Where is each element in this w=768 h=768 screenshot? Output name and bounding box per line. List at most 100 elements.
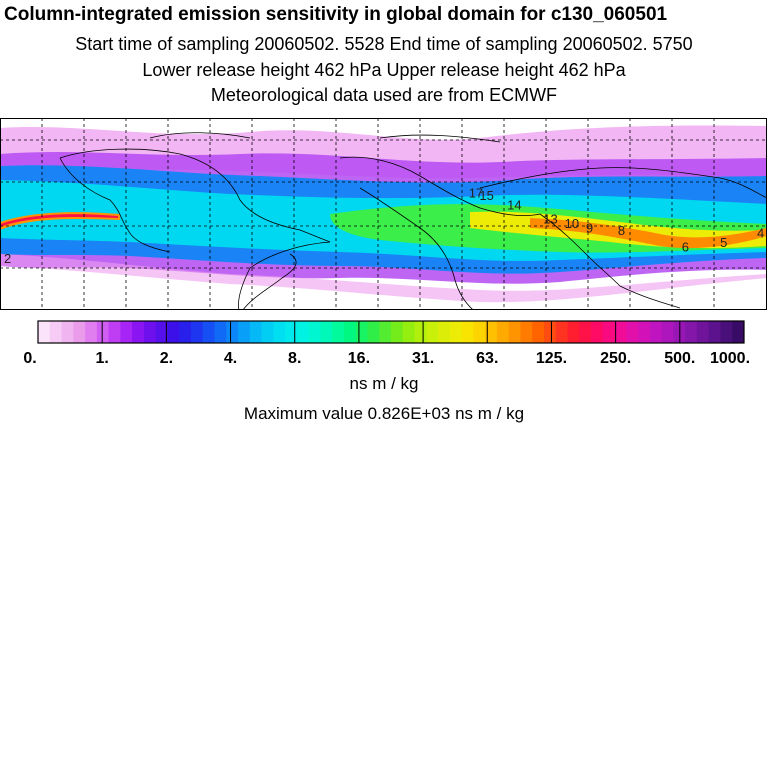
units-label: ns m / kg xyxy=(349,374,419,393)
contour-label: 14 xyxy=(507,197,521,212)
contour-label: 6 xyxy=(682,240,689,255)
color-scale-cell xyxy=(85,321,98,343)
color-scale-cell xyxy=(190,321,204,343)
contour-label: 10 xyxy=(565,216,579,231)
sensitivity-band-orange xyxy=(530,218,767,249)
contour-label: 5 xyxy=(720,235,727,250)
color-scale-cell xyxy=(696,321,710,343)
color-scale-cell xyxy=(685,321,698,343)
color-scale-cells xyxy=(38,321,745,343)
color-scale-cell xyxy=(296,321,310,343)
color-scale-cell xyxy=(155,321,168,343)
color-scale-tick-label: 16. xyxy=(348,350,370,367)
color-scale-tick-label: 31. xyxy=(412,350,434,367)
contour-label: 2 xyxy=(4,251,11,266)
contour-label: 15 xyxy=(479,188,493,203)
color-scale-cell xyxy=(143,321,157,343)
color-scale-cell xyxy=(320,321,333,343)
sensitivity-band-pacific-jet-core xyxy=(0,214,118,227)
color-scale-tick-label: 1000. xyxy=(710,350,750,367)
color-scale-cell xyxy=(414,321,427,343)
color-scale-tick-label: 250. xyxy=(600,350,631,367)
coastlines xyxy=(59,132,767,310)
graticule xyxy=(0,118,767,310)
color-scale-cell xyxy=(179,321,192,343)
color-scale-cell xyxy=(732,321,745,343)
color-scale-cell xyxy=(720,321,733,343)
color-scale-cell xyxy=(543,321,557,343)
color-scale-cell xyxy=(238,321,251,343)
color-scale-cell xyxy=(649,321,663,343)
color-scale-cell xyxy=(214,321,227,343)
color-scale-cell xyxy=(602,321,615,343)
color-scale-cell xyxy=(49,321,62,343)
color-scale-cell xyxy=(614,321,627,343)
meteo-data-info: Meteorological data used are from ECMWF xyxy=(210,85,558,105)
color-scale-cell xyxy=(438,321,451,343)
maximum-value-label: Maximum value 0.826E+03 ns m / kg xyxy=(243,404,525,423)
color-scale-cell xyxy=(132,321,145,343)
color-scale-cell xyxy=(273,321,286,343)
color-scale-tick-label: 125. xyxy=(536,350,567,367)
color-scale-tick-label: 63. xyxy=(476,350,498,367)
contour-label: 9 xyxy=(586,221,593,236)
color-scale-cell xyxy=(38,321,51,343)
contour-label: 13 xyxy=(543,211,557,226)
color-scale-cell xyxy=(120,321,133,343)
color-scale-cell xyxy=(638,321,651,343)
color-scale-cell xyxy=(61,321,74,343)
color-scale-cell xyxy=(485,321,498,343)
color-scale-cell xyxy=(202,321,215,343)
color-scale-cell xyxy=(285,321,298,343)
color-scale-cell xyxy=(591,321,604,343)
sensitivity-band-faint-south xyxy=(0,254,767,303)
color-scale-cell xyxy=(73,321,86,343)
color-scale-cell xyxy=(520,321,533,343)
sampling-time-info: Start time of sampling 20060502. 5528 En… xyxy=(75,34,693,54)
color-scale-cell xyxy=(532,321,545,343)
release-height-info: Lower release height 462 hPa Upper relea… xyxy=(142,60,626,80)
color-scale-cell xyxy=(343,321,357,343)
color-scale-cell xyxy=(308,321,321,343)
color-scale-cell xyxy=(508,321,521,343)
color-scale-frame xyxy=(37,320,745,344)
color-scale-cell xyxy=(426,321,439,343)
color-scale-cell xyxy=(96,321,109,343)
color-scale-cell xyxy=(108,321,121,343)
color-scale-cell xyxy=(249,321,262,343)
color-scale-cell xyxy=(355,321,368,343)
color-scale-tick-label: 8. xyxy=(288,350,301,367)
color-scale-cell xyxy=(332,321,345,343)
color-scale-cell xyxy=(708,321,721,343)
color-scale-cell xyxy=(567,321,580,343)
color-scale-tick-label: 500. xyxy=(664,350,695,367)
color-scale-cell xyxy=(661,321,674,343)
color-scale-cell xyxy=(379,321,392,343)
color-scale-cell xyxy=(579,321,592,343)
contour-label: 4 xyxy=(757,225,764,240)
color-scale-cell xyxy=(167,321,180,343)
contour-label: 17 xyxy=(469,186,483,201)
color-scale-cell xyxy=(226,321,239,343)
color-scale-cell xyxy=(626,321,639,343)
color-scale-cell xyxy=(449,321,462,343)
color-scale-cell xyxy=(261,321,274,343)
color-scale-tick-label: 0. xyxy=(23,350,36,367)
color-scale-cell xyxy=(496,321,510,343)
map-title: Column-integrated emission sensitivity i… xyxy=(4,4,668,25)
color-scale-cell xyxy=(367,321,380,343)
color-scale-legend: 0. 1. 2. 4. 8. 16. 31. 63. 125. 250. 500. 1000. xyxy=(23,320,750,367)
color-scale-ticks: 0. 1. 2. 4. 8. 16. 31. 63. 125. 250. 500. 1000. xyxy=(23,321,750,367)
color-scale-cell xyxy=(391,321,404,343)
map-frame xyxy=(0,118,767,310)
color-scale-cell xyxy=(402,321,415,343)
color-scale-tick-label: 4. xyxy=(224,350,237,367)
color-scale-tick-label: 2. xyxy=(160,350,173,367)
color-scale-tick-label: 1. xyxy=(96,350,109,367)
contour-label: 8 xyxy=(618,223,625,238)
color-scale-cell xyxy=(461,321,474,343)
color-scale-cell xyxy=(473,321,486,343)
color-scale-cell xyxy=(555,321,568,343)
